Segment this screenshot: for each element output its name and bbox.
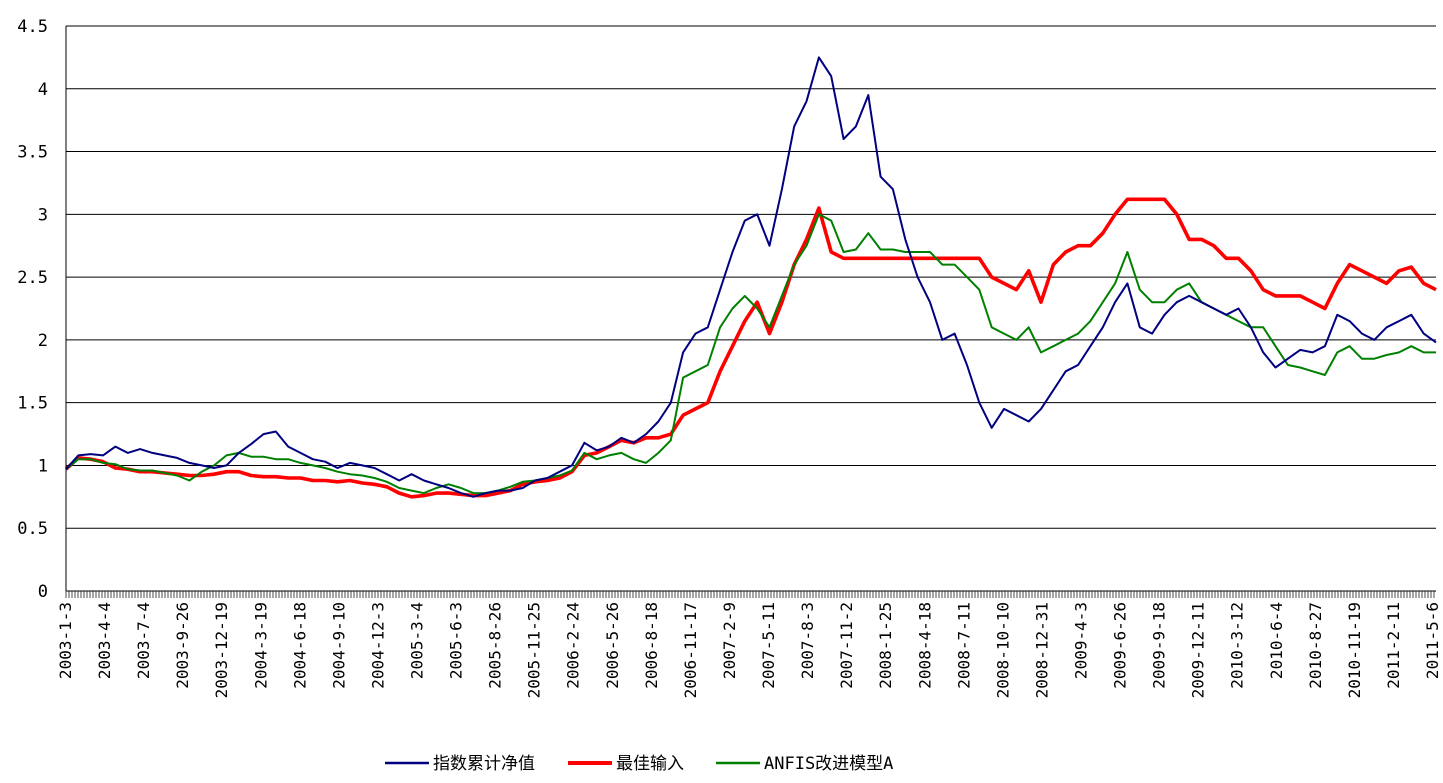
x-tick-label: 2008-1-25 <box>876 602 895 689</box>
y-tick-label: 3.5 <box>17 143 48 163</box>
x-tick-label: 2006-8-18 <box>642 602 661 689</box>
series-lines <box>64 56 1437 499</box>
x-tick-label: 2004-6-18 <box>290 602 309 689</box>
x-tick-label: 2008-4-18 <box>915 602 934 689</box>
y-tick-label: 4 <box>38 80 48 100</box>
axes <box>65 26 1436 592</box>
x-tick-label: 2003-9-26 <box>173 602 192 689</box>
x-axis-minor-ticks <box>65 591 1435 598</box>
y-tick-label: 4.5 <box>17 17 48 37</box>
minor-tick-marks <box>65 591 1435 598</box>
x-tick-label: 2009-6-26 <box>1111 602 1130 689</box>
x-tick-label: 2008-10-10 <box>993 602 1012 698</box>
x-tick-label: 2005-3-4 <box>408 602 427 679</box>
y-tick-label: 1 <box>38 456 48 476</box>
legend: 指数累计净值 最佳输入 ANFIS改进模型A <box>385 754 893 774</box>
x-tick-label: 2003-12-19 <box>212 602 231 698</box>
x-tick-label: 2006-11-17 <box>681 602 700 698</box>
x-tick-label: 2006-2-24 <box>564 602 583 689</box>
series-line-0 <box>65 56 1437 498</box>
x-tick-label: 2008-12-31 <box>1032 602 1051 698</box>
x-tick-label: 2010-8-27 <box>1306 602 1325 689</box>
gridlines <box>66 25 1436 529</box>
x-tick-label: 2003-1-3 <box>56 602 75 679</box>
series-line-1 <box>64 197 1437 499</box>
x-tick-label: 2010-3-12 <box>1228 602 1247 689</box>
y-tick-label: 0.5 <box>17 519 48 539</box>
x-tick-label: 2005-6-3 <box>447 602 466 679</box>
x-tick-label: 2005-8-26 <box>486 602 505 689</box>
y-tick-label: 0 <box>38 582 48 602</box>
y-axis-ticks: 0 0.5 1 1.5 2 2.5 3 3.5 4 4.5 <box>17 17 48 602</box>
x-tick-label: 2007-11-2 <box>837 602 856 689</box>
legend-label-1: 最佳输入 <box>616 754 684 774</box>
x-tick-label: 2004-9-10 <box>329 602 348 689</box>
x-tick-label: 2011-2-11 <box>1384 602 1403 689</box>
legend-label-0: 指数累计净值 <box>433 754 535 774</box>
x-tick-label: 2004-3-19 <box>251 602 270 689</box>
x-tick-label: 2007-5-11 <box>759 602 778 689</box>
y-tick-label: 3 <box>38 205 48 225</box>
x-tick-label: 2010-11-19 <box>1345 602 1364 698</box>
x-tick-label: 2010-6-4 <box>1267 602 1286 679</box>
y-tick-label: 2 <box>38 331 48 351</box>
x-tick-label: 2009-4-3 <box>1071 602 1090 679</box>
x-tick-label: 2003-7-4 <box>134 602 153 679</box>
x-tick-label: 2003-4-4 <box>95 602 114 679</box>
x-tick-label: 2008-7-11 <box>954 602 973 689</box>
legend-label-2: ANFIS改进模型A <box>764 754 893 774</box>
x-tick-label: 2005-11-25 <box>525 602 544 698</box>
y-tick-label: 1.5 <box>17 394 48 414</box>
series-line-2 <box>65 213 1436 495</box>
y-tick-label: 2.5 <box>17 268 48 288</box>
x-tick-label: 2004-12-3 <box>368 602 387 689</box>
x-axis-ticks: 2003-1-3 2003-4-4 2003-7-4 2003-9-26 2003-12… <box>56 602 1442 698</box>
x-tick-label: 2006-5-26 <box>603 602 622 689</box>
x-tick-label: 2007-8-3 <box>798 602 817 679</box>
x-tick-label: 2009-12-11 <box>1189 602 1208 698</box>
x-tick-label: 2011-5-6 <box>1423 602 1442 679</box>
x-tick-label: 2009-9-18 <box>1150 602 1169 689</box>
x-tick-label: 2007-2-9 <box>720 602 739 679</box>
